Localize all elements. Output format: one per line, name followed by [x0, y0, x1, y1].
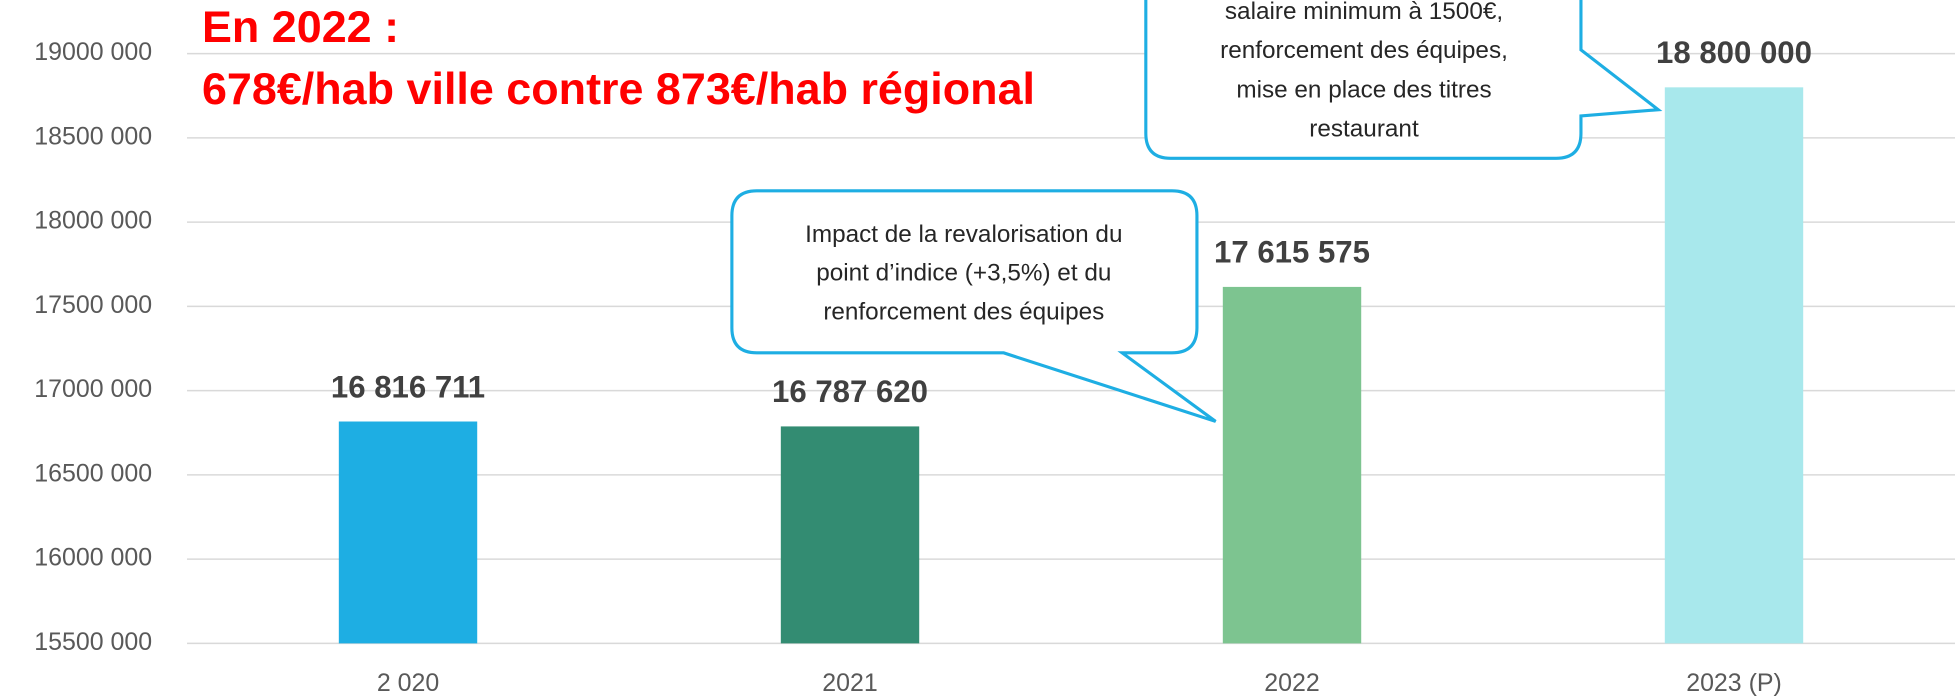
- callout-text: renforcement des équipes: [823, 298, 1104, 325]
- y-tick-label: 18500 000: [34, 122, 152, 150]
- value-label: 18 800 000: [1656, 35, 1812, 70]
- bar: [780, 426, 920, 644]
- callout-text: mise en place des titres: [1236, 76, 1491, 103]
- y-tick-label: 17000 000: [34, 375, 152, 403]
- value-label: 16 787 620: [772, 374, 928, 409]
- callout-text: salaire minimum à 1500€,: [1225, 0, 1503, 25]
- callout-text: point d’indice (+3,5%) et du: [816, 260, 1111, 287]
- y-tick-label: 16500 000: [34, 459, 152, 487]
- chart-title: 678€/hab ville contre 873€/hab régional: [202, 63, 1035, 114]
- y-tick-label: 19000 000: [34, 38, 152, 66]
- callout-text: restaurant: [1309, 116, 1419, 143]
- bar: [1664, 87, 1804, 644]
- x-tick-label: 2023 (P): [1686, 669, 1782, 697]
- callout-text: Impact de la revalorisation du: [805, 221, 1122, 248]
- x-tick-label: 2021: [822, 669, 877, 697]
- x-tick-label: 2022: [1264, 669, 1319, 697]
- bar: [1222, 286, 1362, 644]
- callout-text: renforcement des équipes,: [1220, 37, 1508, 64]
- value-label: 16 816 711: [331, 369, 485, 404]
- y-tick-label: 16000 000: [34, 544, 152, 572]
- x-tick-label: 2 020: [377, 669, 439, 697]
- y-tick-label: 18000 000: [34, 207, 152, 235]
- value-label: 17 615 575: [1214, 235, 1370, 270]
- y-tick-label: 17500 000: [34, 291, 152, 319]
- y-tick-label: 15500 000: [34, 628, 152, 656]
- bar: [338, 421, 478, 644]
- callout: [1144, 0, 1663, 160]
- chart-title: En 2022 :: [202, 1, 399, 52]
- callout: [730, 189, 1217, 423]
